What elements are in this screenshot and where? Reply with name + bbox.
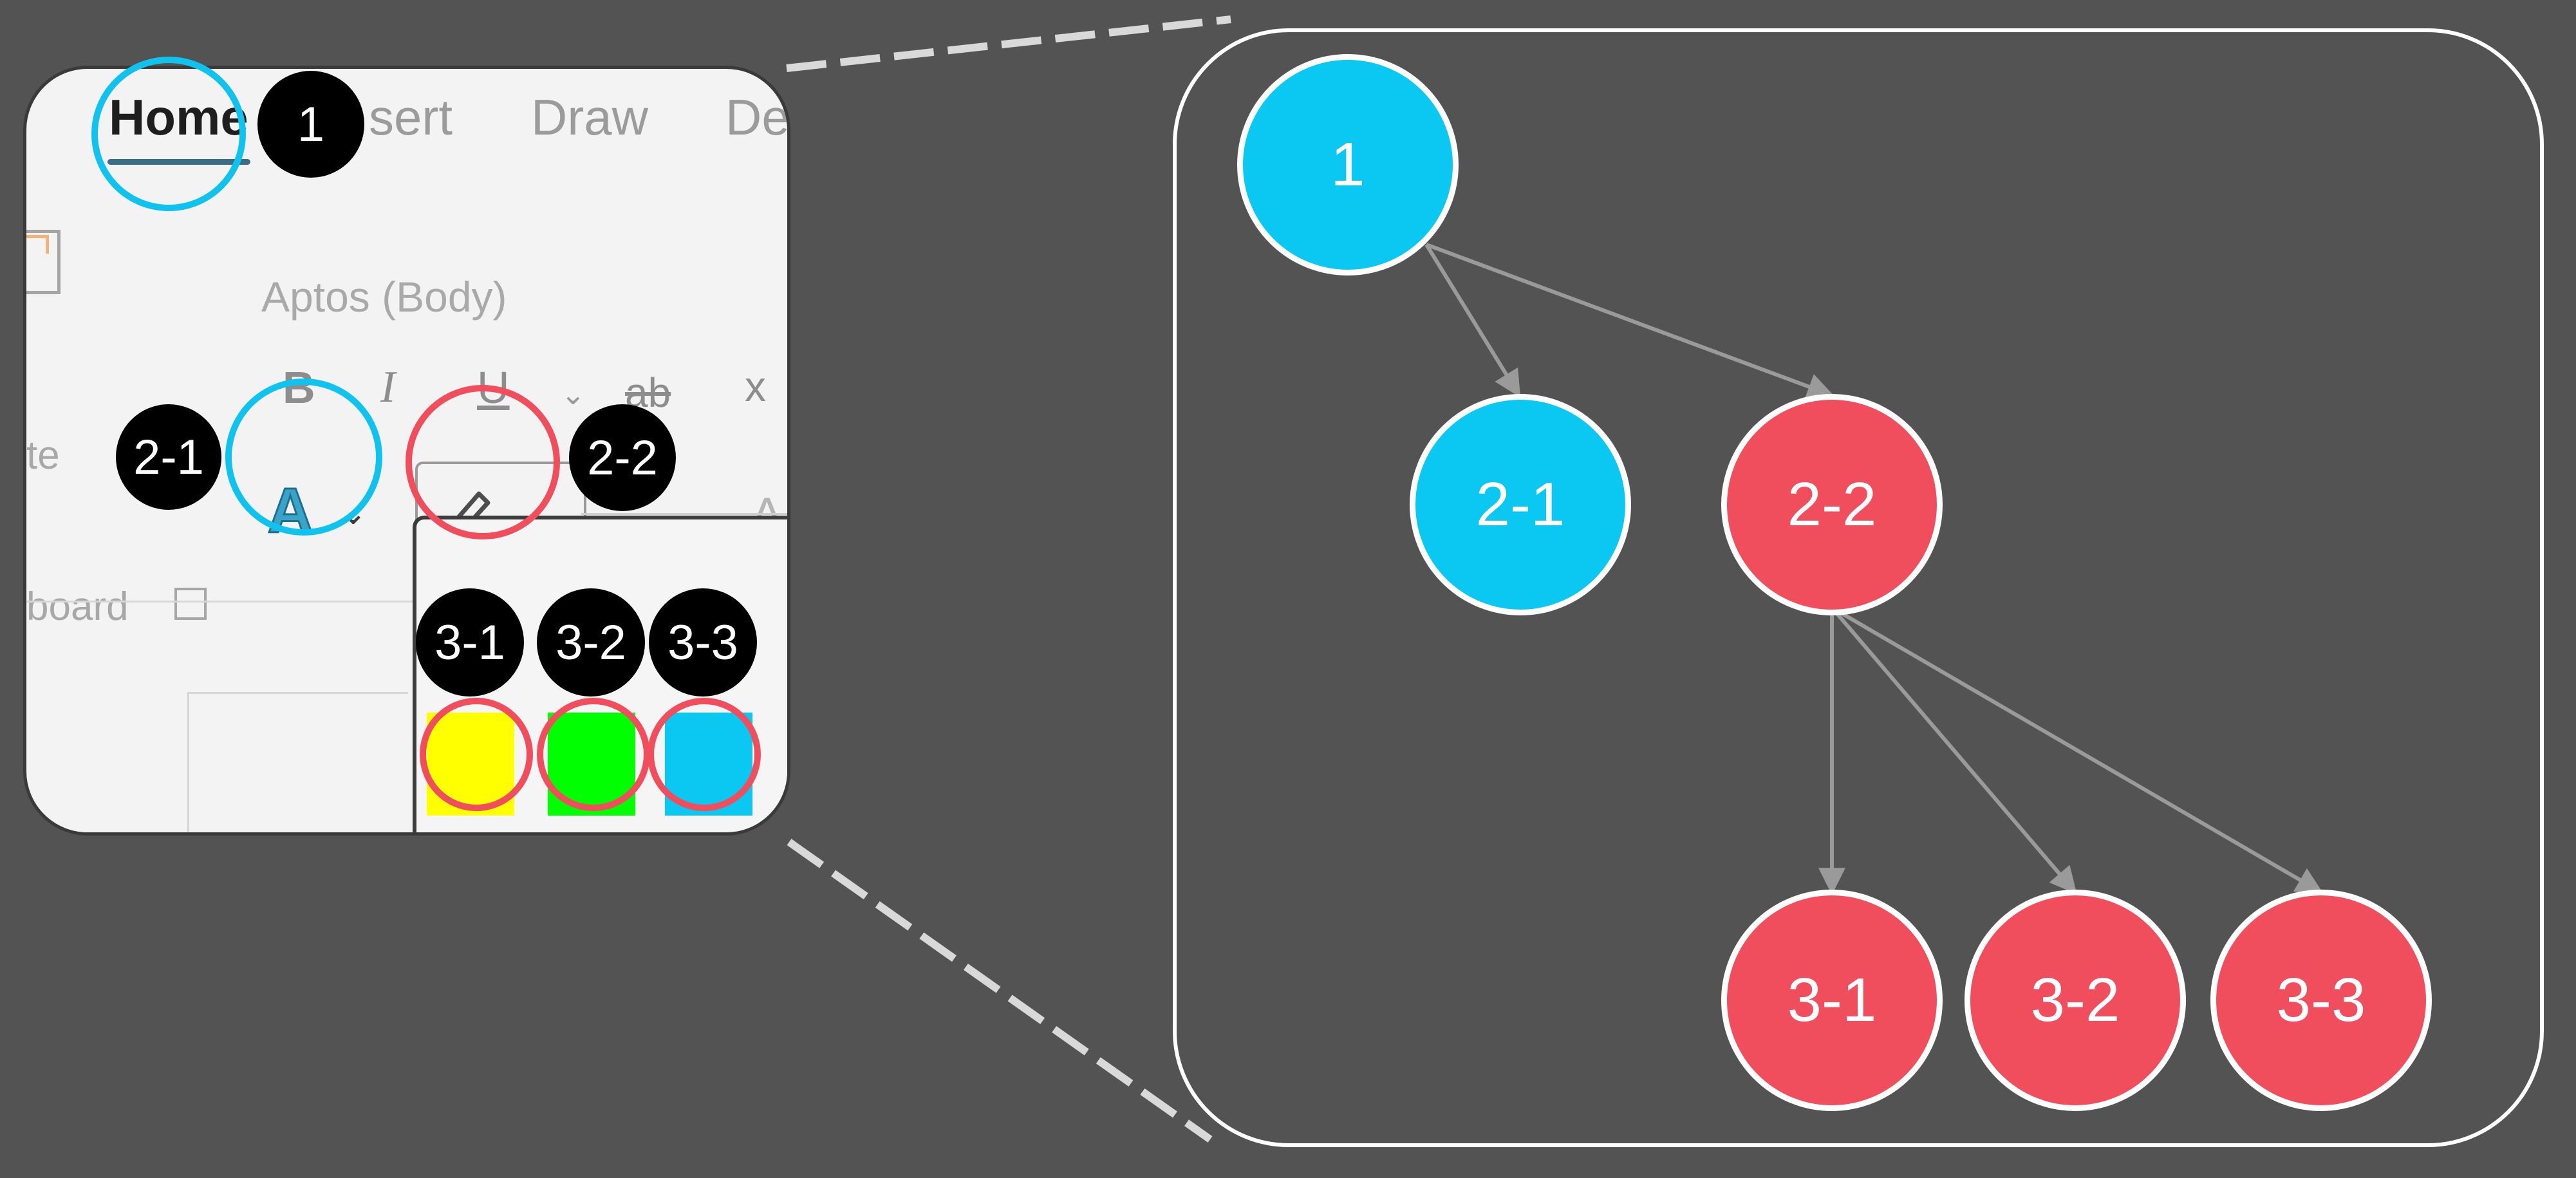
paste-label: te — [26, 433, 60, 478]
subscript-button[interactable]: x — [745, 362, 766, 410]
highlight-ring-blue — [648, 698, 761, 811]
tree-panel — [1173, 28, 2544, 1147]
tab-design[interactable]: De — [725, 89, 790, 145]
highlight-ring-yellow — [420, 698, 533, 811]
chevron-down-icon[interactable]: ⌄ — [561, 377, 586, 411]
paste-icon-accent — [26, 235, 49, 254]
zoom-connector-bottom — [787, 839, 1213, 1143]
step-badge-2-2: 2-2 — [569, 404, 676, 511]
step-badge-3-2: 3-2 — [537, 588, 645, 697]
tree-node-2-2: 2-2 — [1721, 394, 1943, 615]
step-badge-1: 1 — [257, 71, 364, 178]
highlight-ring-green — [537, 698, 650, 811]
italic-button[interactable]: I — [380, 362, 396, 412]
ribbon-divider — [26, 601, 413, 603]
edge-2-2-to-3-2 — [1830, 606, 2077, 895]
document-page-edge — [187, 692, 408, 832]
edge-1-to-2-1 — [1424, 243, 1521, 398]
dialog-launcher-icon[interactable] — [174, 588, 207, 620]
clipboard-group-label: board — [26, 584, 129, 629]
edge-2-2-to-3-3 — [1831, 606, 2324, 894]
edge-1-to-2-2 — [1425, 243, 1834, 400]
tab-insert[interactable]: sert — [369, 89, 453, 145]
tree-node-3-2: 3-2 — [1965, 890, 2186, 1111]
ribbon-divider — [581, 513, 787, 515]
tree-node-2-1: 2-1 — [1410, 394, 1631, 615]
step-badge-3-3: 3-3 — [649, 588, 757, 697]
paste-icon[interactable] — [26, 230, 61, 294]
step-badge-3-1: 3-1 — [416, 588, 524, 697]
highlight-ring-home — [91, 57, 246, 211]
font-name-select[interactable]: Aptos (Body) — [261, 273, 507, 321]
tree-node-3-3: 3-3 — [2210, 890, 2432, 1111]
highlight-ring-font-color — [225, 379, 382, 536]
tree-node-3-1: 3-1 — [1721, 890, 1943, 1111]
tree-node-1: 1 — [1237, 54, 1459, 276]
tab-draw[interactable]: Draw — [531, 89, 649, 145]
zoom-connector-top — [786, 15, 1231, 72]
highlight-ring-highlighter — [406, 385, 560, 539]
step-badge-2-1: 2-1 — [116, 404, 221, 510]
